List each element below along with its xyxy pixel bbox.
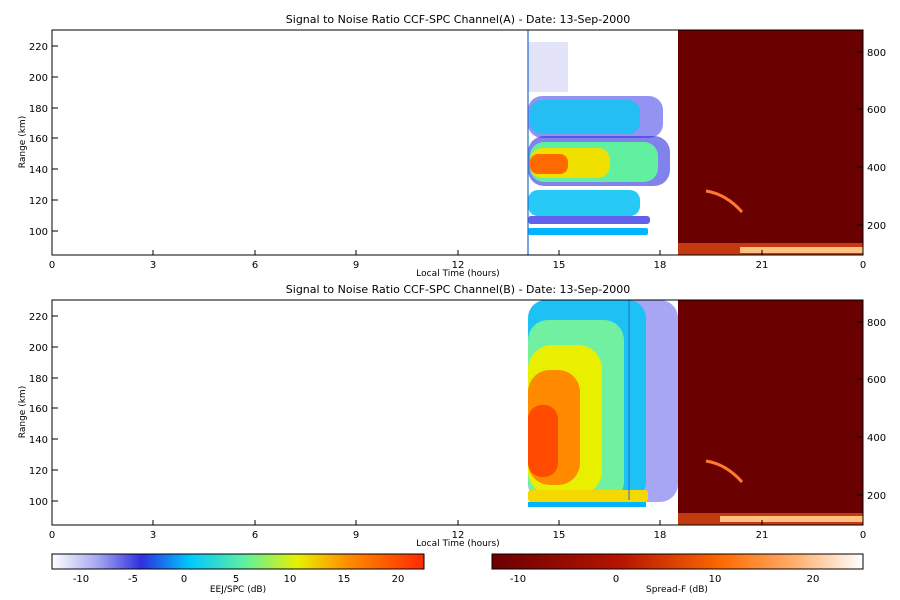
panel-b-tick-marks [52, 315, 863, 525]
panel-b-y2tick-200: 200 [867, 491, 886, 502]
panel-a-y2-ticks: 200 400 600 800 [867, 48, 886, 232]
panel-b-spreadf [678, 300, 863, 525]
panel-a-eej-faint-upper [528, 42, 568, 92]
panel-a-xlabel: Local Time (hours) [416, 269, 499, 279]
colorbar-spreadf-tick-1: 0 [613, 574, 619, 585]
panel-b-ytick-100: 100 [29, 497, 48, 508]
panel-b-xtick-1: 3 [150, 530, 156, 541]
panel-b-xtick-7: 21 [756, 530, 769, 541]
panel-a-xtick-7: 21 [756, 260, 769, 271]
panel-b-y-ticks: 100 120 140 160 180 200 220 [29, 312, 48, 508]
panel-a-eej-lower-layer [528, 190, 640, 216]
panel-b-eej-bottom-layer [528, 490, 648, 502]
panel-a-eej-echo [527, 30, 670, 255]
colorbar-spreadf-bar [491, 553, 864, 570]
panel-a-ytick-100: 100 [29, 227, 48, 238]
panel-b-y2tick-400: 400 [867, 433, 886, 444]
colorbar-eej-tick-1: -5 [128, 574, 138, 585]
panel-a-spreadf-background [678, 30, 863, 255]
panel-b-eej-base [528, 502, 646, 507]
colorbar-eej-ticks: -10 -5 0 5 10 15 20 [73, 574, 405, 585]
colorbar-spreadf-ticks: -10 0 10 20 [510, 574, 820, 585]
panel-b-spreadf-bottom-bright [720, 516, 863, 522]
panel-b-xtick-4: 12 [452, 530, 465, 541]
panel-b-xlabel: Local Time (hours) [416, 539, 499, 549]
panel-a-eej-bottom-layer [528, 228, 648, 235]
panel-b-xtick-2: 6 [252, 530, 258, 541]
panel-b-ytick-200: 200 [29, 343, 48, 354]
panel-a-xtick-8: 0 [860, 260, 866, 271]
colorbar-eej-tick-2: 0 [181, 574, 187, 585]
panel-b-y2tick-800: 800 [867, 318, 886, 329]
panel-a-ytick-220: 220 [29, 42, 48, 53]
panel-b-ytick-120: 120 [29, 466, 48, 477]
colorbar-eej: -10 -5 0 5 10 15 20 EEJ/SPC (dB) [51, 553, 425, 595]
panel-a-ylabel: Range (km) [18, 116, 28, 168]
panel-b-x-ticks: 0 3 6 9 12 15 18 21 0 [49, 530, 866, 541]
panel-b-spreadf-echo-trace [705, 459, 744, 483]
colorbar-spreadf-tick-2: 10 [709, 574, 722, 585]
colorbar-eej-tick-3: 5 [233, 574, 239, 585]
colorbar-spreadf-tick-0: -10 [510, 574, 526, 585]
panel-b-ytick-140: 140 [29, 435, 48, 446]
colorbar-eej-tick-5: 15 [338, 574, 351, 585]
panel-a-eej-thin-layer [528, 216, 650, 224]
panel-a: Signal to Noise Ratio CCF-SPC Channel(A)… [18, 13, 886, 279]
panel-b-eej-echo [528, 300, 678, 507]
colorbar-eej-tick-0: -10 [73, 574, 89, 585]
panel-a-ytick-180: 180 [29, 104, 48, 115]
panel-b-xtick-0: 0 [49, 530, 55, 541]
panel-b-xtick-8: 0 [860, 530, 866, 541]
panel-b-ylabel: Range (km) [18, 386, 28, 438]
colorbar-spreadf: -10 0 10 20 Spread-F (dB) [491, 553, 864, 595]
panel-a-xtick-5: 15 [553, 260, 566, 271]
panel-b-y2-ticks: 200 400 600 800 [867, 318, 886, 502]
panel-a-tick-marks [52, 45, 863, 255]
panel-b-spreadf-background [678, 300, 863, 525]
panel-b-ytick-160: 160 [29, 404, 48, 415]
colorbar-eej-tick-4: 10 [284, 574, 297, 585]
panel-b-ytick-220: 220 [29, 312, 48, 323]
panel-b-y2tick-600: 600 [867, 375, 886, 386]
panel-a-y2tick-200: 200 [867, 221, 886, 232]
panel-a-xtick-0: 0 [49, 260, 55, 271]
panel-a-xtick-2: 6 [252, 260, 258, 271]
panel-a-ytick-120: 120 [29, 196, 48, 207]
colorbar-eej-bar [51, 553, 425, 570]
panel-a-xtick-1: 3 [150, 260, 156, 271]
colorbar-spreadf-tick-3: 20 [807, 574, 820, 585]
panel-b-xtick-6: 18 [654, 530, 667, 541]
panel-a-y2tick-800: 800 [867, 48, 886, 59]
panel-a-spreadf-echo-trace [705, 189, 744, 213]
panel-b-plot-area [51, 299, 864, 526]
panel-b-ytick-180: 180 [29, 374, 48, 385]
panel-a-spreadf-bottom-bright [740, 247, 863, 253]
panel-a-title: Signal to Noise Ratio CCF-SPC Channel(A)… [286, 13, 630, 26]
panel-a-ytick-200: 200 [29, 73, 48, 84]
colorbar-eej-label: EEJ/SPC (dB) [210, 585, 266, 595]
panel-b: Signal to Noise Ratio CCF-SPC Channel(B)… [18, 283, 886, 549]
colorbar-eej-tick-6: 20 [392, 574, 405, 585]
panel-b-xtick-3: 9 [353, 530, 359, 541]
panel-a-ytick-140: 140 [29, 165, 48, 176]
panel-b-xtick-5: 15 [553, 530, 566, 541]
panel-a-ytick-160: 160 [29, 134, 48, 145]
panel-a-x-ticks: 0 3 6 9 12 15 18 21 0 [49, 260, 866, 271]
panel-a-eej-upper-core [530, 100, 640, 134]
panel-a-plot-area [51, 29, 864, 256]
colorbar-spreadf-label: Spread-F (dB) [646, 585, 708, 595]
panel-a-xtick-4: 12 [452, 260, 465, 271]
panel-b-title: Signal to Noise Ratio CCF-SPC Channel(B)… [286, 283, 630, 296]
panel-a-y-ticks: 100 120 140 160 180 200 220 [29, 42, 48, 238]
panel-a-xtick-6: 18 [654, 260, 667, 271]
panel-a-y2tick-600: 600 [867, 105, 886, 116]
panel-b-eej-red [528, 405, 558, 477]
panel-a-y2tick-400: 400 [867, 163, 886, 174]
panel-a-eej-main-core [530, 154, 568, 174]
panel-a-xtick-3: 9 [353, 260, 359, 271]
panel-a-spreadf [678, 30, 863, 255]
